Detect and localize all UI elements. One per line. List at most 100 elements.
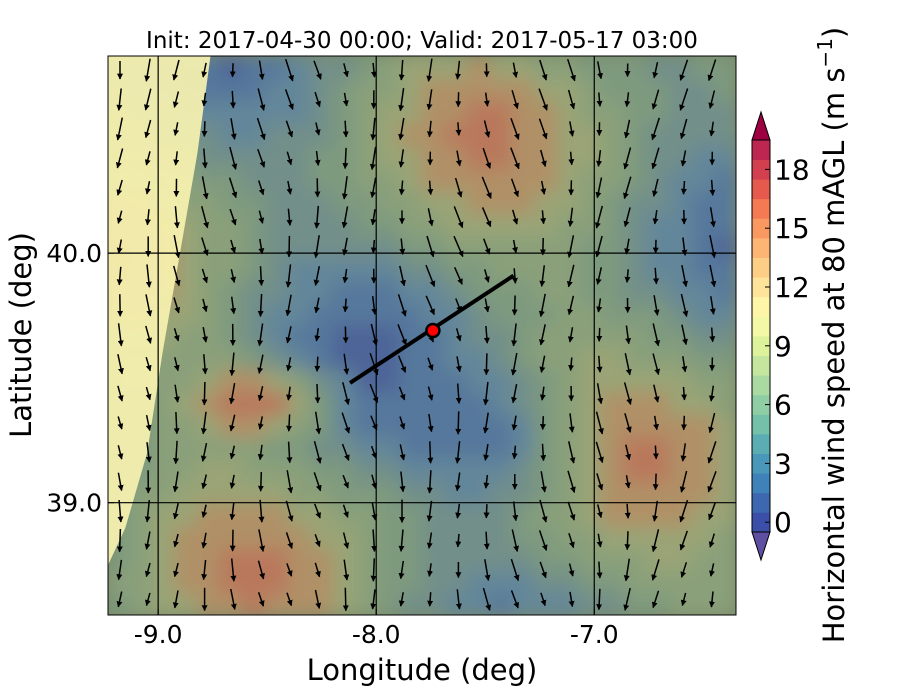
- wind-arrow: [201, 62, 208, 78]
- wind-arrow: [568, 357, 575, 372]
- field-cell: [399, 56, 423, 80]
- wind-arrow: [708, 90, 716, 109]
- wind-arrow: [145, 414, 152, 432]
- field-cell: [242, 391, 266, 415]
- field-cell: [265, 391, 289, 415]
- field-cell: [646, 503, 670, 527]
- field-cell: [130, 570, 154, 594]
- field-cell: [534, 592, 558, 615]
- wind-arrow: [539, 59, 548, 81]
- field-cell: [623, 458, 648, 482]
- x-tick-label: -9.0: [134, 620, 183, 649]
- colorbar-band: [752, 492, 770, 513]
- wind-arrow: [370, 323, 378, 346]
- wind-arrow: [679, 499, 689, 523]
- field-cell: [265, 570, 289, 594]
- colorbar-ticks: 0 3 6 9 12 15 18: [765, 153, 810, 539]
- colorbar-band: [752, 473, 770, 494]
- y-tick-label: 39.0: [46, 489, 102, 518]
- wind-arrow: [680, 293, 689, 317]
- field-cell: [668, 391, 693, 415]
- field-cell: [399, 78, 423, 102]
- wind-arrow: [651, 117, 661, 141]
- field-cell: [197, 547, 222, 572]
- field-cell: [444, 592, 468, 615]
- field-cell: [466, 346, 491, 371]
- field-cell: [511, 570, 536, 594]
- wind-arrow: [538, 530, 548, 551]
- field-cell: [489, 391, 513, 415]
- field-cell: [713, 324, 736, 348]
- colorbar-band: [752, 512, 770, 533]
- field-cell: [175, 547, 199, 572]
- wind-arrow: [314, 562, 321, 578]
- field-cell: [265, 302, 289, 326]
- field-cell: [220, 56, 244, 80]
- field-cell: [646, 592, 670, 615]
- field-cell: [668, 123, 693, 147]
- field-cell: [399, 369, 423, 393]
- wind-arrow: [285, 294, 292, 317]
- wind-arrow: [145, 442, 152, 463]
- field-cell: [377, 547, 401, 572]
- field-cell: [197, 480, 222, 505]
- wind-arrow: [285, 532, 294, 549]
- wind-arrow: [371, 529, 378, 552]
- wind-arrow: [286, 563, 293, 577]
- wind-arrow: [229, 90, 236, 109]
- wind-arrow: [567, 207, 574, 227]
- wind-arrow: [482, 587, 492, 611]
- field-cell: [197, 190, 222, 214]
- wind-arrow: [201, 148, 208, 169]
- field-cell: [242, 123, 266, 147]
- field-cell: [646, 458, 670, 482]
- field-cell: [668, 480, 693, 505]
- wind-arrow: [314, 297, 320, 314]
- field-cell: [175, 458, 199, 482]
- field-cell: [220, 167, 244, 192]
- field-cell: [265, 190, 289, 214]
- wind-arrow: [116, 179, 123, 196]
- field-cell: [152, 391, 177, 415]
- field-cell: [623, 369, 648, 393]
- field-cell: [691, 436, 715, 460]
- field-cell: [287, 279, 311, 303]
- field-cell: [332, 592, 356, 615]
- field-cell: [377, 123, 401, 147]
- field-cell: [489, 480, 513, 505]
- wind-arrow: [568, 532, 575, 549]
- wind-arrow: [343, 63, 349, 78]
- wind-arrow: [398, 59, 405, 81]
- field-cell: [466, 78, 491, 102]
- field-cell: [579, 413, 603, 438]
- wind-arrow: [567, 470, 576, 493]
- wind-arrow: [314, 534, 321, 548]
- colorbar-tick-label: 12: [774, 271, 810, 304]
- field-cell: [265, 145, 289, 169]
- wind-arrow: [681, 356, 688, 373]
- wind-arrow: [511, 323, 518, 347]
- field-cell: [444, 145, 468, 169]
- field-cell: [556, 547, 580, 572]
- wind-arrow: [144, 500, 151, 523]
- field-cell: [287, 525, 311, 549]
- colorbar-label-close: ): [817, 27, 851, 38]
- wind-arrow: [681, 324, 688, 346]
- wind-arrow: [425, 264, 436, 288]
- field-cell: [422, 190, 446, 214]
- field-cell: [601, 458, 625, 482]
- wind-arrow: [512, 62, 519, 78]
- wind-arrow: [708, 412, 716, 434]
- field-cell: [713, 167, 736, 192]
- field-cell: [175, 413, 199, 438]
- wind-arrow: [116, 528, 123, 553]
- wind-arrow: [427, 386, 434, 401]
- wind-arrow: [172, 471, 179, 493]
- wind-arrow: [511, 295, 518, 316]
- field-cell: [220, 190, 244, 214]
- wind-arrow: [680, 443, 687, 462]
- field-cell: [511, 346, 536, 371]
- field-cell: [377, 369, 401, 393]
- field-cell: [354, 279, 379, 303]
- wind-arrow: [314, 328, 321, 342]
